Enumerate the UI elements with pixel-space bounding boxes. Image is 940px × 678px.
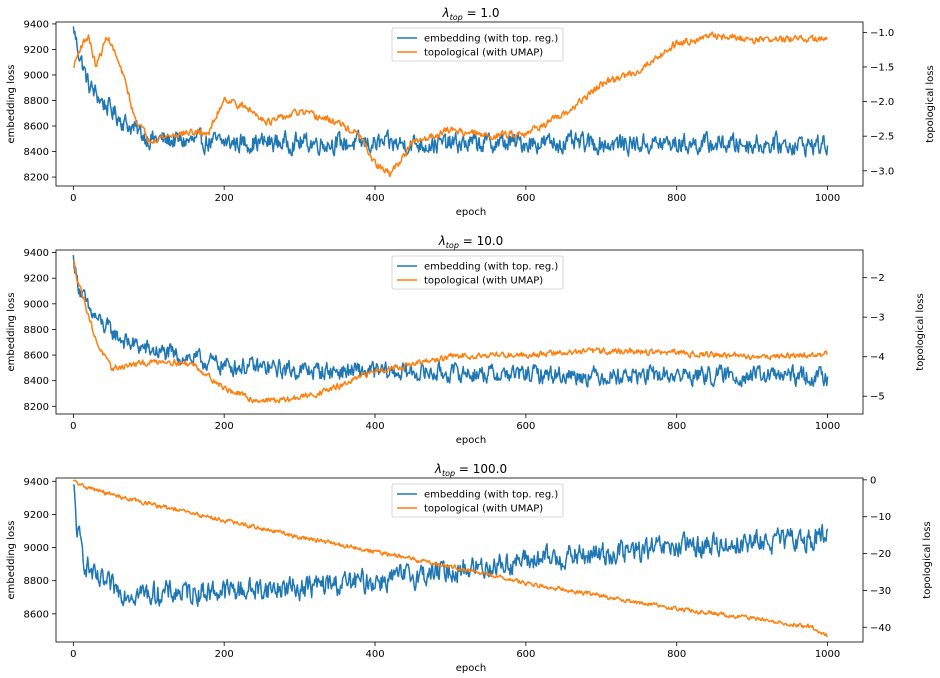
y-left-tick-label: 8400 <box>24 147 49 158</box>
series-line-topological <box>73 31 829 178</box>
y-left-tick-label: 9000 <box>24 299 49 310</box>
subplot-2-frame <box>55 249 864 415</box>
y-left-tick-label: 9000 <box>24 70 49 81</box>
y-right-tick-label: 0 <box>870 475 876 486</box>
legend-label-embedding: embedding (with top. reg.) <box>424 262 558 273</box>
legend-label-topological: topological (with UMAP) <box>424 48 543 59</box>
subplot-3-xlabel: epoch <box>456 663 486 674</box>
y-left-tick-label: 9400 <box>24 19 49 30</box>
x-tick-label: 400 <box>365 193 384 204</box>
legend-label-embedding: embedding (with top. reg.) <box>424 490 558 501</box>
y-left-tick-label: 8800 <box>24 325 49 336</box>
x-tick-label: 800 <box>667 193 686 204</box>
y-left-tick-label: 8200 <box>24 402 49 413</box>
x-tick-label: 400 <box>365 649 384 660</box>
subplot-1-legend: embedding (with top. reg.) topological (… <box>391 27 564 62</box>
subplot-3-legend: embedding (with top. reg.) topological (… <box>391 483 564 518</box>
subplot-2: λtop = 10.0 epoch embedding loss topolog… <box>6 234 926 446</box>
series-line-embedding <box>72 255 829 388</box>
y-left-tick-label: 9400 <box>24 477 49 488</box>
x-tick-label: 400 <box>365 421 384 432</box>
legend-label-topological: topological (with UMAP) <box>424 276 543 287</box>
subplot-3-ylabel-right: topological loss <box>922 521 933 598</box>
legend-box <box>391 483 564 518</box>
x-tick-label: 1000 <box>815 649 840 660</box>
x-tick-label: 200 <box>215 649 234 660</box>
y-left-tick-label: 9200 <box>24 274 49 285</box>
subplot-2-xlabel: epoch <box>456 435 486 446</box>
y-right-tick-label: −2.5 <box>870 132 894 143</box>
subplot-3-ylabel-left: embedding loss <box>6 520 17 599</box>
x-tick-label: 1000 <box>815 421 840 432</box>
x-tick-label: 0 <box>70 193 76 204</box>
x-tick-label: 600 <box>516 649 535 660</box>
y-left-tick-label: 8800 <box>24 576 49 587</box>
subplot-1-ylabel-right: topological loss <box>925 65 936 142</box>
x-tick-label: 800 <box>667 649 686 660</box>
y-left-tick-label: 8600 <box>24 351 49 362</box>
subplot-2-legend: embedding (with top. reg.) topological (… <box>391 255 564 290</box>
y-right-tick-label: −3 <box>870 313 885 324</box>
y-left-tick-label: 8600 <box>24 609 49 620</box>
legend-label-topological: topological (with UMAP) <box>424 504 543 515</box>
x-tick-label: 1000 <box>815 193 840 204</box>
x-tick-label: 800 <box>667 421 686 432</box>
y-right-tick-label: −40 <box>870 623 891 634</box>
subplot-3: λtop = 100.0 epoch embedding loss topolo… <box>6 462 933 674</box>
y-right-tick-label: −3.0 <box>870 166 894 177</box>
y-left-tick-label: 9400 <box>24 248 49 259</box>
subplot-1-xlabel: epoch <box>456 207 486 218</box>
subplot-3-frame <box>55 477 864 643</box>
legend-box <box>391 27 564 62</box>
legend-label-embedding: embedding (with top. reg.) <box>424 34 558 45</box>
x-tick-label: 200 <box>215 193 234 204</box>
y-left-tick-label: 8800 <box>24 96 49 107</box>
y-right-tick-label: −2 <box>870 273 885 284</box>
subplot-1-frame <box>55 21 864 187</box>
y-left-tick-label: 9000 <box>24 543 49 554</box>
y-left-tick-label: 9200 <box>24 45 49 56</box>
y-right-tick-label: −10 <box>870 512 891 523</box>
y-left-tick-label: 8200 <box>24 173 49 184</box>
y-left-tick-label: 8600 <box>24 122 49 133</box>
y-right-tick-label: −20 <box>870 549 891 560</box>
subplot-2-ylabel-right: topological loss <box>915 293 926 370</box>
subplot-1-ylabel-left: embedding loss <box>6 64 17 143</box>
x-tick-label: 0 <box>70 649 76 660</box>
x-tick-label: 600 <box>516 193 535 204</box>
subplot-2-title: λtop = 10.0 <box>438 234 504 250</box>
y-right-tick-label: −2.0 <box>870 97 894 108</box>
subplot-3-title: λtop = 100.0 <box>434 462 507 478</box>
y-right-tick-label: −1.0 <box>870 28 894 39</box>
subplot-1: λtop = 1.0 epoch embedding loss topologi… <box>6 6 936 218</box>
x-tick-label: 0 <box>70 421 76 432</box>
legend-box <box>391 255 564 290</box>
y-right-tick-label: −5 <box>870 392 885 403</box>
x-tick-label: 200 <box>215 421 234 432</box>
y-right-tick-label: −1.5 <box>870 62 894 73</box>
subplot-1-title: λtop = 1.0 <box>442 6 500 22</box>
y-left-tick-label: 8400 <box>24 376 49 387</box>
y-right-tick-label: −30 <box>870 586 891 597</box>
series-line-topological <box>72 259 828 404</box>
x-tick-label: 600 <box>516 421 535 432</box>
series-line-embedding <box>72 484 829 607</box>
subplot-2-ylabel-left: embedding loss <box>6 292 17 371</box>
y-right-tick-label: −4 <box>870 352 885 363</box>
series-line-topological <box>72 479 828 638</box>
y-left-tick-label: 9200 <box>24 510 49 521</box>
